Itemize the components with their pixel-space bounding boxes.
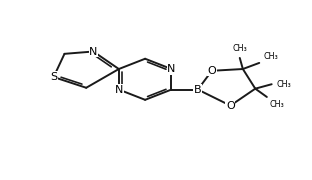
Text: O: O	[207, 66, 216, 76]
Text: CH₃: CH₃	[264, 52, 279, 61]
Text: N: N	[89, 46, 98, 57]
Text: CH₃: CH₃	[270, 100, 285, 109]
Text: CH₃: CH₃	[276, 80, 291, 89]
Text: CH₃: CH₃	[232, 44, 247, 53]
Text: N: N	[167, 64, 176, 74]
Text: O: O	[226, 101, 235, 111]
Text: S: S	[50, 72, 57, 82]
Text: B: B	[194, 85, 202, 94]
Text: N: N	[115, 85, 123, 94]
